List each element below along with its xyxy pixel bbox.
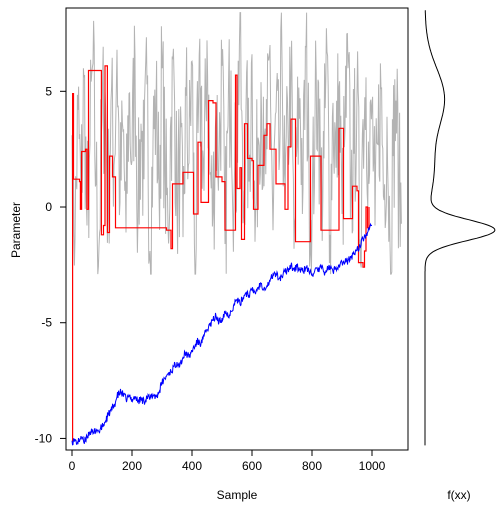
y-tick-label-0: -10 xyxy=(35,431,53,445)
x-tick-label-1: 200 xyxy=(122,459,142,473)
y-axis-label: Parameter xyxy=(9,202,23,258)
x-tick-label-3: 600 xyxy=(242,459,262,473)
x-tick-label-0: 0 xyxy=(69,459,76,473)
density-x-axis-label: f(xx) xyxy=(447,488,470,502)
x-tick-label-2: 400 xyxy=(182,459,202,473)
plot-frame xyxy=(65,7,409,451)
density-plot xyxy=(424,10,496,446)
y-tick-label-2: 0 xyxy=(45,200,52,214)
y-tick-label-1: -5 xyxy=(41,316,52,330)
x-axis-label: Sample xyxy=(217,488,258,502)
y-tick-label-3: 5 xyxy=(45,84,52,98)
x-tick-label-4: 800 xyxy=(302,459,322,473)
x-tick-label-5: 1000 xyxy=(359,459,386,473)
density-curve xyxy=(424,10,496,446)
series-red-trace xyxy=(72,65,370,444)
main-plot: 0 200 400 600 800 1000 -10 -5 0 5 xyxy=(35,7,409,473)
series-blue-trace xyxy=(71,222,373,446)
